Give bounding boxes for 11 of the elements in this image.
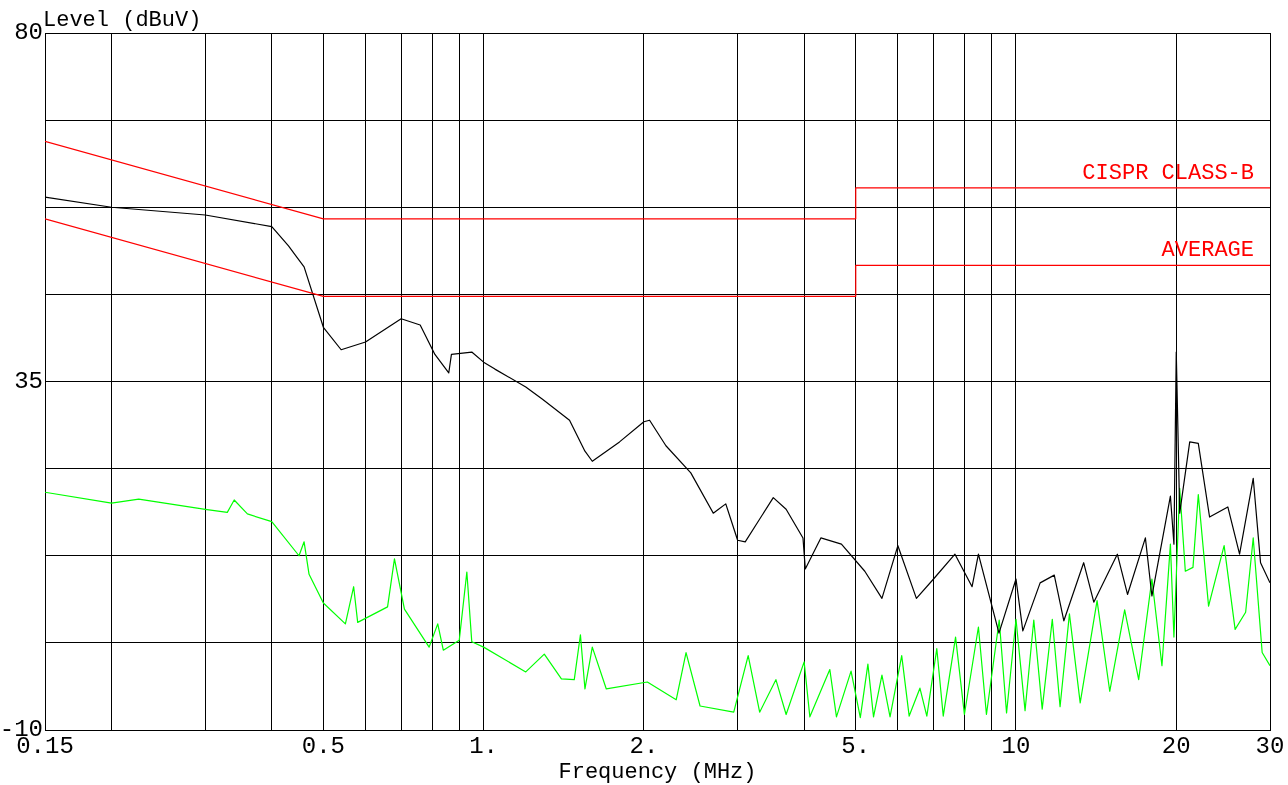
y-tick-label: 35 (14, 367, 43, 395)
x-tick-label: 2. (629, 732, 659, 760)
x-tick-label: 20 (1161, 732, 1191, 760)
x-tick-label: 30 (1255, 732, 1285, 760)
y-tick-label: 80 (14, 19, 43, 47)
x-tick-label: 1. (469, 732, 499, 760)
x-axis-title: Frequency (MHz) (558, 759, 757, 785)
x-tick-label: 5. (841, 732, 871, 760)
x-tick-label: 10 (1001, 732, 1031, 760)
x-tick-label: 0.5 (301, 732, 345, 760)
y-axis-title: Level (dBuV) (43, 7, 202, 33)
